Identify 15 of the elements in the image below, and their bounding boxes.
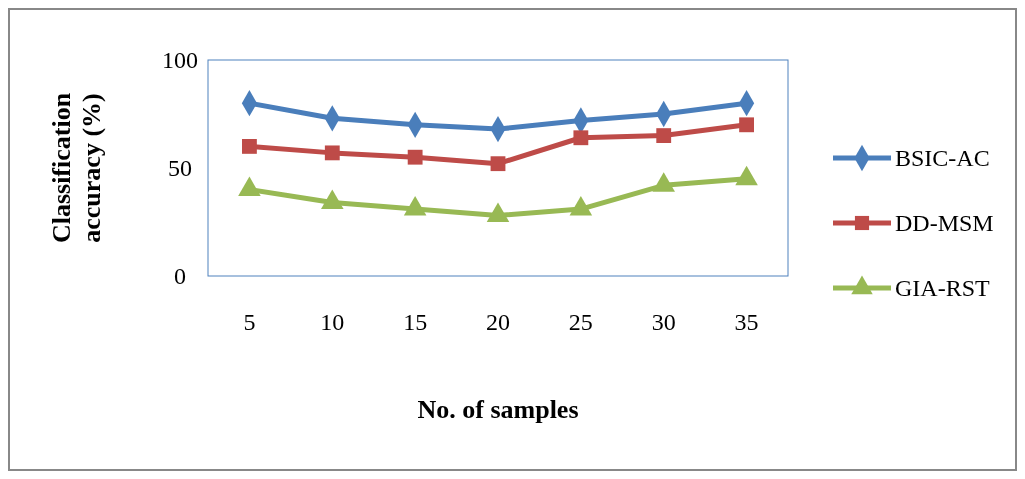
x-tick-label: 20	[486, 309, 510, 336]
y-tick-label: 50	[168, 155, 192, 182]
x-axis-title: No. of samples	[417, 395, 579, 424]
legend-label: DD-MSM	[895, 210, 994, 237]
y-tick-label: 100	[162, 47, 198, 74]
y-axis-title: Classification accuracy (%)	[47, 92, 106, 244]
legend-label: BSIC-AC	[895, 145, 990, 172]
x-tick-label: 30	[651, 309, 676, 336]
x-tick-label: 5	[243, 309, 256, 336]
x-tick-label: 15	[403, 309, 428, 336]
x-tick-label: 25	[568, 309, 593, 336]
legend-label: GIA-RST	[895, 275, 990, 302]
y-tick-label: 0	[174, 263, 186, 290]
x-tick-label: 10	[320, 309, 345, 336]
x-tick-label: 35	[734, 309, 759, 336]
